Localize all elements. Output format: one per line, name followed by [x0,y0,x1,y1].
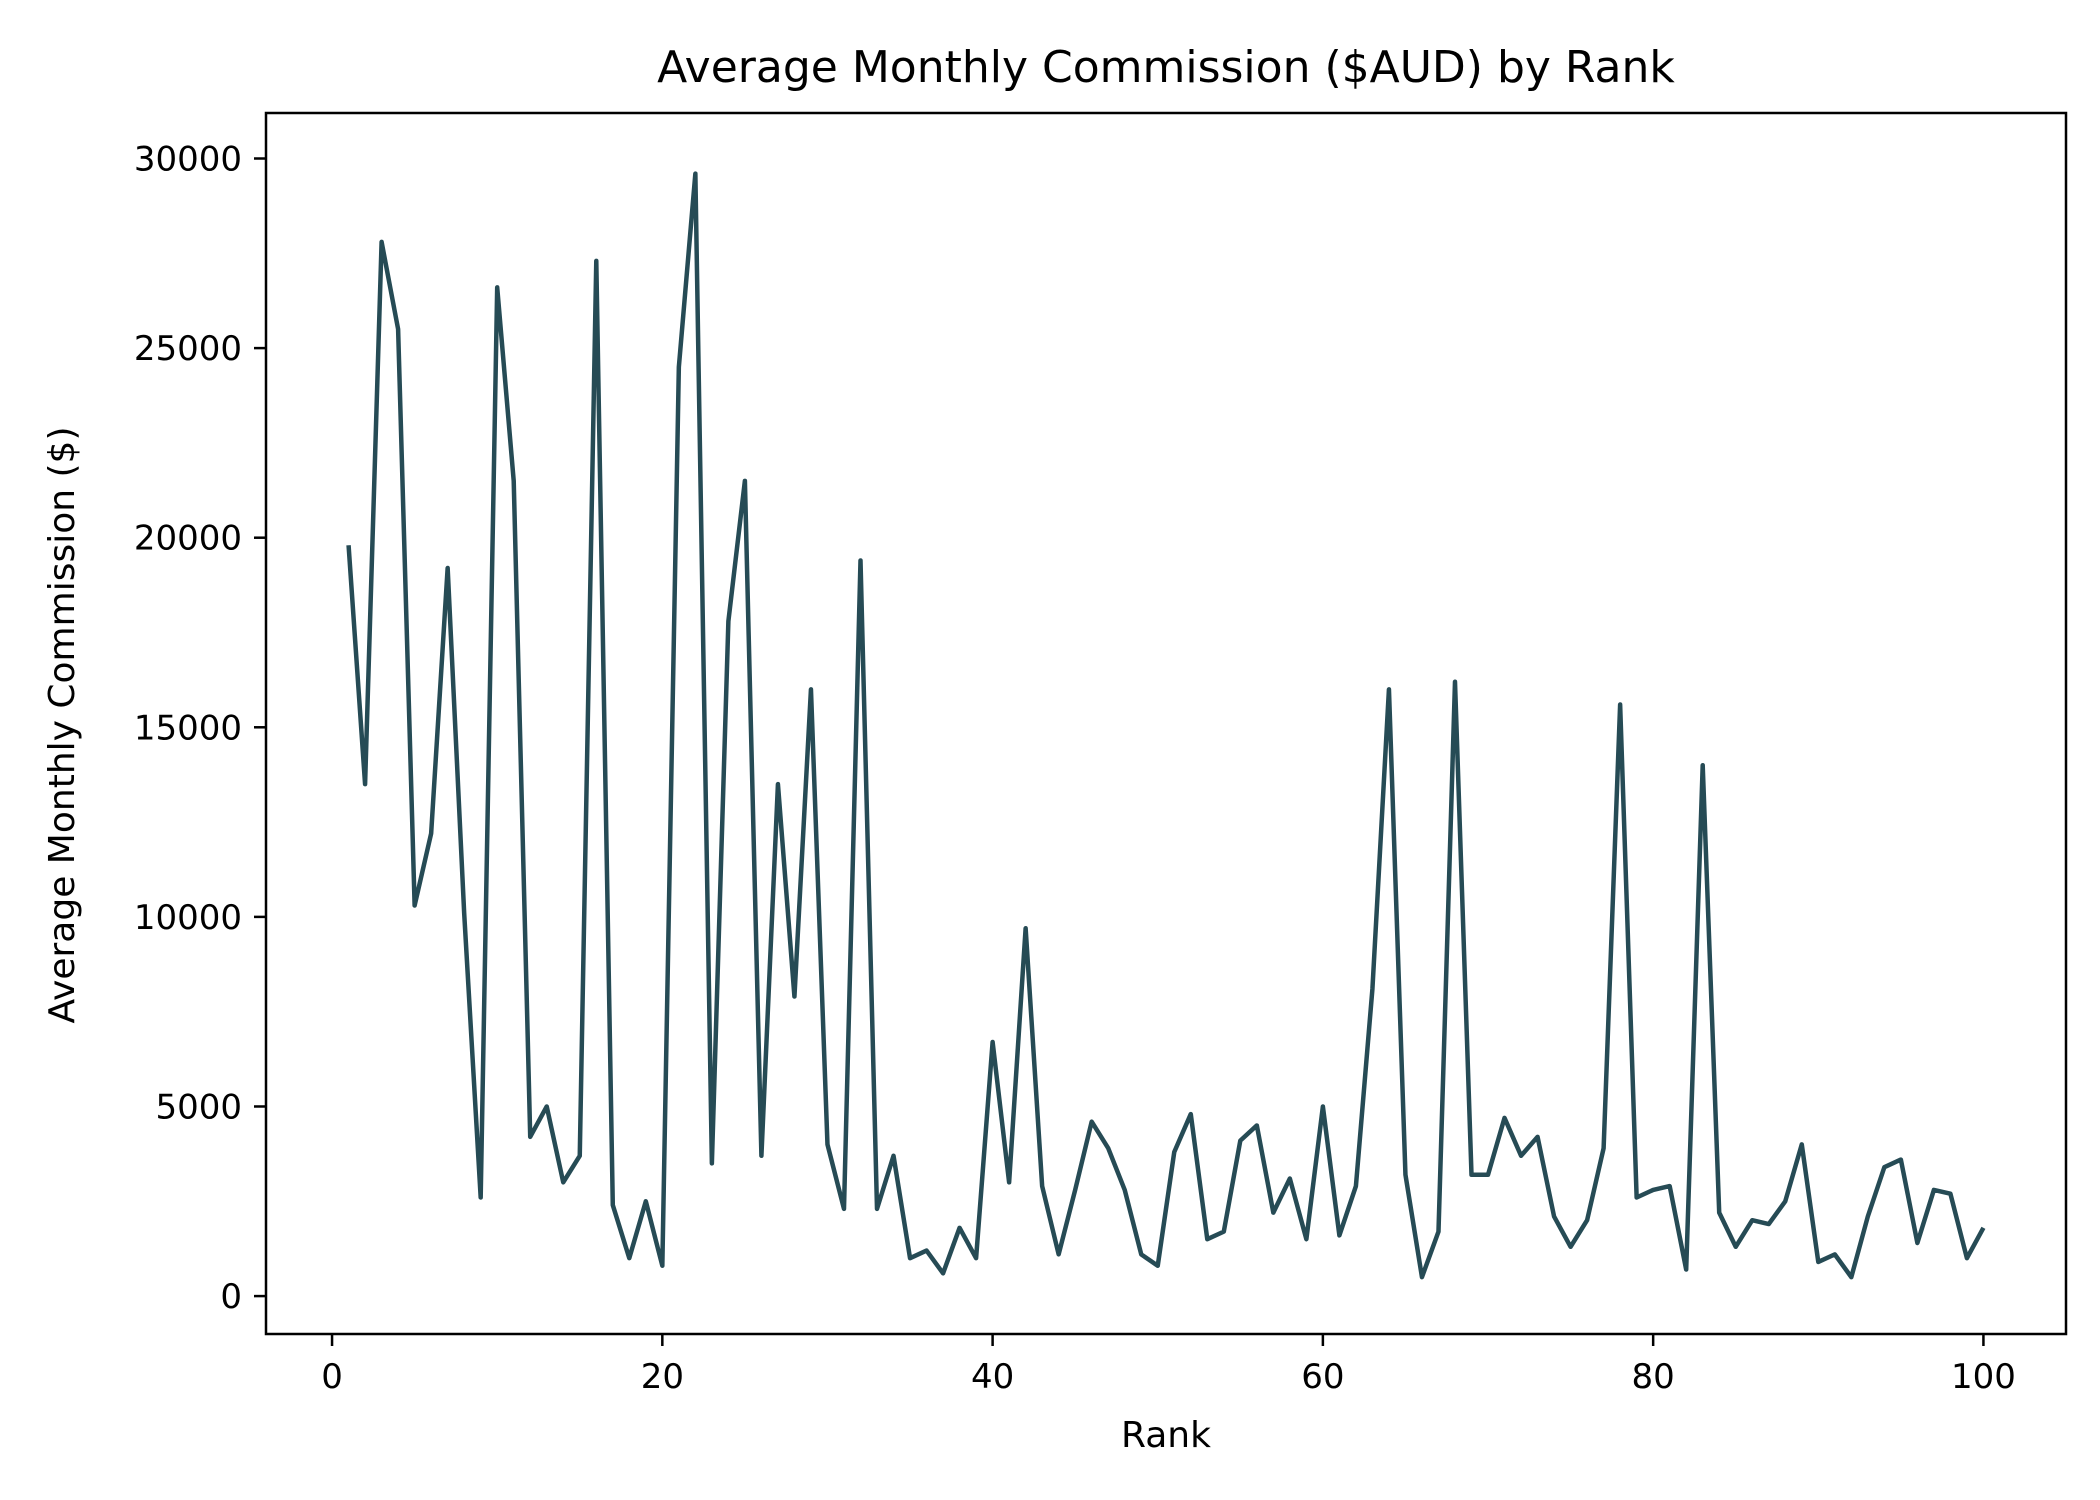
series-line [346,171,1986,1280]
y-tick-label: 5000 [155,1087,242,1127]
x-tick-label: 40 [971,1357,1014,1397]
x-tick-label: 20 [641,1357,684,1397]
x-tick-label: 100 [1951,1357,2016,1397]
y-axis-label: Average Monthly Commission ($) [42,427,83,1024]
chart-title: Average Monthly Commission ($AUD) by Ran… [657,42,1675,93]
y-tick-label: 25000 [134,329,242,369]
x-tick-label: 80 [1632,1357,1675,1397]
y-axis: 0 5000 10000 15000 20000 25000 30000 [134,140,266,1317]
y-tick-label: 15000 [134,708,242,748]
y-tick-label: 0 [220,1277,242,1317]
y-tick-label: 10000 [134,898,242,938]
x-axis: 0 20 40 60 80 100 [321,1334,2016,1397]
x-tick-label: 60 [1301,1357,1344,1397]
x-tick-label: 0 [321,1357,343,1397]
y-tick-label: 20000 [134,519,242,559]
plot-frame [264,111,2068,1336]
y-tick-label: 30000 [134,140,242,180]
x-axis-label: Rank [1121,1415,1211,1456]
